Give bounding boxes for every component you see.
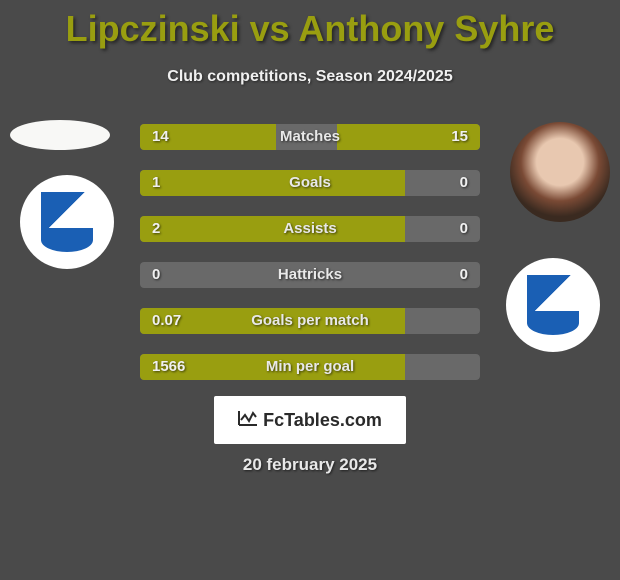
horn-icon — [41, 192, 93, 252]
stat-row-mpg: 1566 Min per goal — [140, 354, 480, 380]
player-left-avatar — [10, 120, 110, 150]
player-right-avatar — [510, 122, 610, 222]
club-right-badge — [506, 258, 600, 352]
stat-value-right: 0 — [460, 170, 468, 196]
stat-row-assists: 2 Assists 0 — [140, 216, 480, 242]
stat-row-goals: 1 Goals 0 — [140, 170, 480, 196]
page-title: Lipczinski vs Anthony Syhre — [0, 0, 620, 50]
date-text: 20 february 2025 — [0, 455, 620, 475]
stat-label: Hattricks — [140, 262, 480, 288]
stat-value-right: 0 — [460, 262, 468, 288]
stat-row-hattricks: 0 Hattricks 0 — [140, 262, 480, 288]
stat-row-gpm: 0.07 Goals per match — [140, 308, 480, 334]
branding-badge[interactable]: FcTables.com — [214, 396, 406, 444]
club-left-badge — [20, 175, 114, 269]
subtitle: Club competitions, Season 2024/2025 — [0, 68, 620, 86]
stats-area: 14 Matches 15 1 Goals 0 2 Assists 0 0 Ha… — [140, 124, 480, 400]
branding-text: FcTables.com — [263, 410, 382, 431]
stat-row-matches: 14 Matches 15 — [140, 124, 480, 150]
stat-value-right: 15 — [451, 124, 468, 150]
horn-icon — [527, 275, 579, 335]
chart-icon — [238, 410, 258, 431]
stat-label: Matches — [140, 124, 480, 150]
stat-label: Goals — [140, 170, 480, 196]
stat-value-right: 0 — [460, 216, 468, 242]
stat-label: Min per goal — [140, 354, 480, 380]
stat-label: Assists — [140, 216, 480, 242]
stat-label: Goals per match — [140, 308, 480, 334]
